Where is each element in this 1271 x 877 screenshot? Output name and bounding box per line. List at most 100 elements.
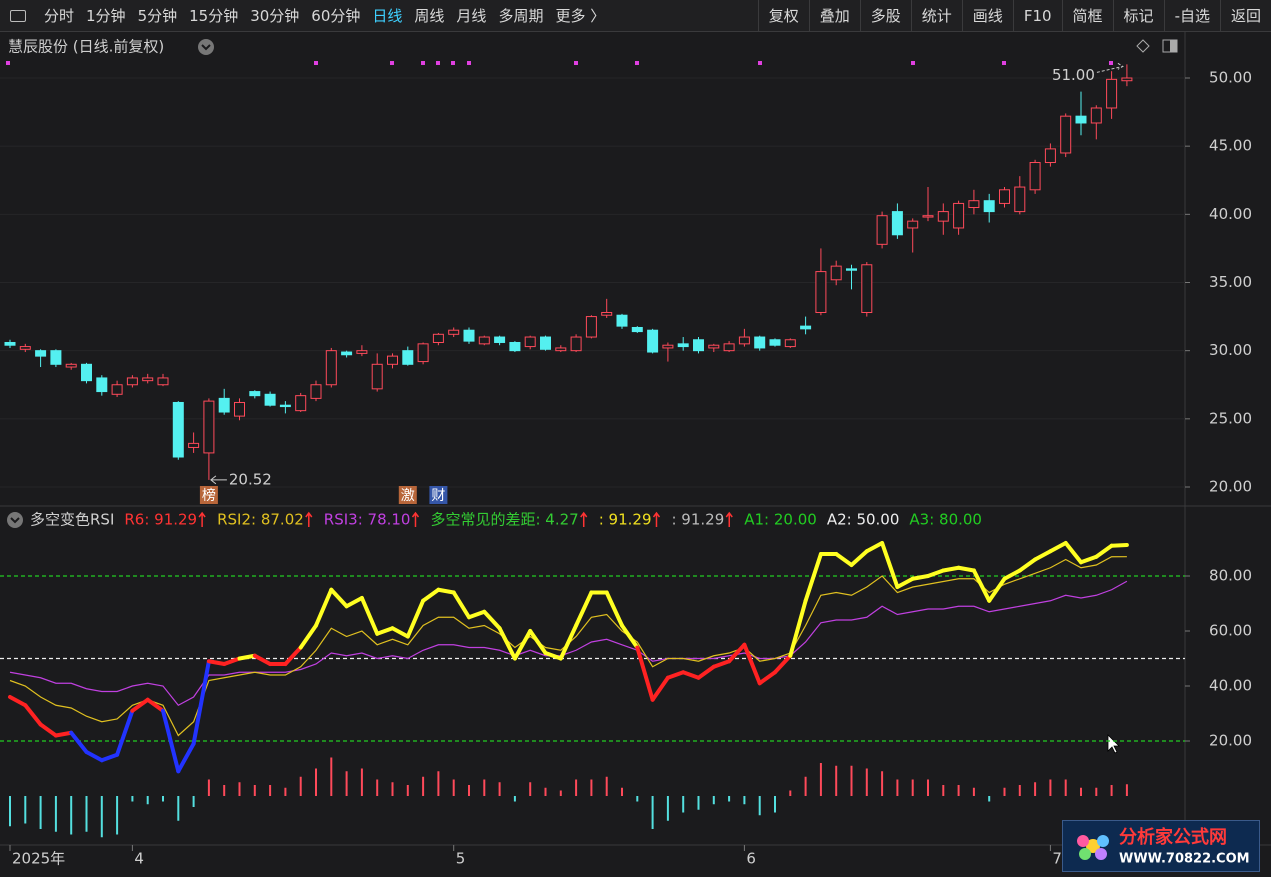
candle-body [1121, 77, 1133, 82]
rsi-segment [895, 576, 915, 590]
candle-body [999, 189, 1010, 204]
rsi-segment [773, 653, 793, 675]
event-label: 激 [401, 487, 415, 504]
legend-arrow [725, 511, 733, 527]
rsi-segment [482, 609, 502, 631]
candle-body [111, 384, 123, 395]
toolbar-button[interactable]: 1分钟 [86, 7, 126, 25]
toolbar-button[interactable]: 5分钟 [137, 7, 178, 25]
legend-arrow [411, 511, 420, 527]
toolbar-button[interactable]: -自选 [1163, 0, 1220, 32]
candle-body [769, 339, 781, 346]
rsi-menu-icon[interactable] [7, 512, 23, 528]
rsi-segment [375, 626, 395, 636]
candle-body [310, 384, 322, 399]
candle-body [65, 363, 77, 368]
rsi-segment [910, 574, 930, 581]
legend-entry: 多空常见的差距: 4.27 [430, 511, 578, 529]
event-badge [199, 486, 218, 504]
legend-entry: RSI3: 78.10 [324, 511, 411, 529]
toolbar-button[interactable]: 日线 [372, 7, 403, 25]
candle-body [35, 350, 47, 357]
candle-body [647, 329, 659, 353]
legend-entry: 多空变色RSI [30, 511, 114, 529]
rsi-segment [880, 541, 900, 590]
toolbar-button[interactable]: 分时 [44, 7, 75, 25]
toolbar-button[interactable]: 标记 [1112, 0, 1164, 32]
toolbar-button[interactable]: 复权 [757, 0, 809, 32]
event-dots [6, 61, 1113, 65]
rsi-segment [69, 730, 89, 754]
candle-body [800, 325, 812, 330]
candle-body [295, 395, 307, 412]
sidebar-toggle[interactable] [10, 9, 26, 22]
candle-body [922, 215, 934, 218]
rsi-segment [834, 552, 854, 568]
candle-body [387, 355, 398, 365]
y-tick-label: 50.00 [1209, 68, 1252, 86]
rsi-segment [298, 623, 318, 650]
y-tick-label: 60.00 [1209, 622, 1252, 640]
candle-body [1075, 115, 1087, 124]
rsi-segment [681, 670, 701, 680]
candle-body [478, 336, 490, 345]
rsi-segment [620, 623, 640, 650]
candle-body [723, 343, 735, 352]
toolbar-button[interactable]: 统计 [910, 0, 962, 32]
toolbar-button[interactable]: 简框 [1061, 0, 1113, 32]
rsi-segment [956, 565, 976, 573]
candle-body [570, 336, 582, 352]
toolbar-button[interactable]: 多周期 [498, 7, 544, 25]
candle-body [861, 264, 873, 313]
y-tick-label: 45.00 [1209, 137, 1252, 155]
toolbar-button[interactable]: 15分钟 [189, 7, 239, 25]
rsi-segment [206, 659, 227, 667]
candle-body [279, 404, 291, 408]
rsi-menu-chevron [10, 517, 20, 524]
candle-body [754, 336, 766, 349]
y-tick-label: 20.00 [1209, 478, 1252, 496]
logo-url: WWW.70822.COM [1119, 852, 1250, 867]
toolbar-button[interactable]: 多股 [859, 0, 911, 32]
candle-body [555, 347, 567, 352]
candle-body [509, 341, 521, 352]
rsi-segment [665, 670, 686, 680]
rsi-segment [130, 697, 150, 713]
toolbar-button[interactable]: 更多 〉 [555, 7, 606, 25]
rsi-segment [252, 653, 273, 667]
rsi-segment [115, 708, 135, 757]
toolbar-button[interactable]: 返回 [1219, 0, 1271, 32]
toolbar-button[interactable]: 画线 [961, 0, 1013, 32]
candle-body [937, 211, 949, 222]
y-tick-label: 40.00 [1209, 677, 1252, 695]
x-tick-label: 7 [1052, 850, 1062, 868]
toolbar-button[interactable]: 叠加 [808, 0, 860, 32]
candle-body [81, 363, 92, 382]
min-label: 20.52 [229, 470, 272, 488]
candle-body [1029, 162, 1041, 191]
toolbar-button[interactable]: 月线 [456, 7, 487, 25]
rsi-segment [1109, 542, 1129, 548]
menu-icon[interactable] [198, 39, 214, 55]
toolbar-button[interactable]: F10 [1012, 0, 1062, 32]
rsi-segment [971, 568, 992, 603]
price-title: 慧辰股份 (日线.前复权) [8, 38, 164, 56]
candle-body [968, 200, 980, 209]
logo-petal [1079, 848, 1091, 860]
diamond-icon[interactable] [1136, 39, 1150, 53]
rsi-segment [344, 596, 364, 609]
candle-body [142, 377, 154, 382]
candle-body [448, 329, 460, 335]
candle-body [891, 211, 903, 236]
rsi-segment [558, 623, 579, 661]
rsi-segment [711, 659, 732, 669]
legend-entry: A3: 80.00 [909, 511, 982, 529]
rsi-segment [742, 642, 762, 686]
toolbar-button[interactable]: 周线 [414, 7, 445, 25]
candle-body [356, 350, 368, 354]
rsi-segment [53, 730, 74, 738]
toolbar-button[interactable]: 30分钟 [250, 7, 300, 25]
rsi-segment [1048, 541, 1068, 554]
toolbar-button[interactable]: 60分钟 [311, 7, 361, 25]
